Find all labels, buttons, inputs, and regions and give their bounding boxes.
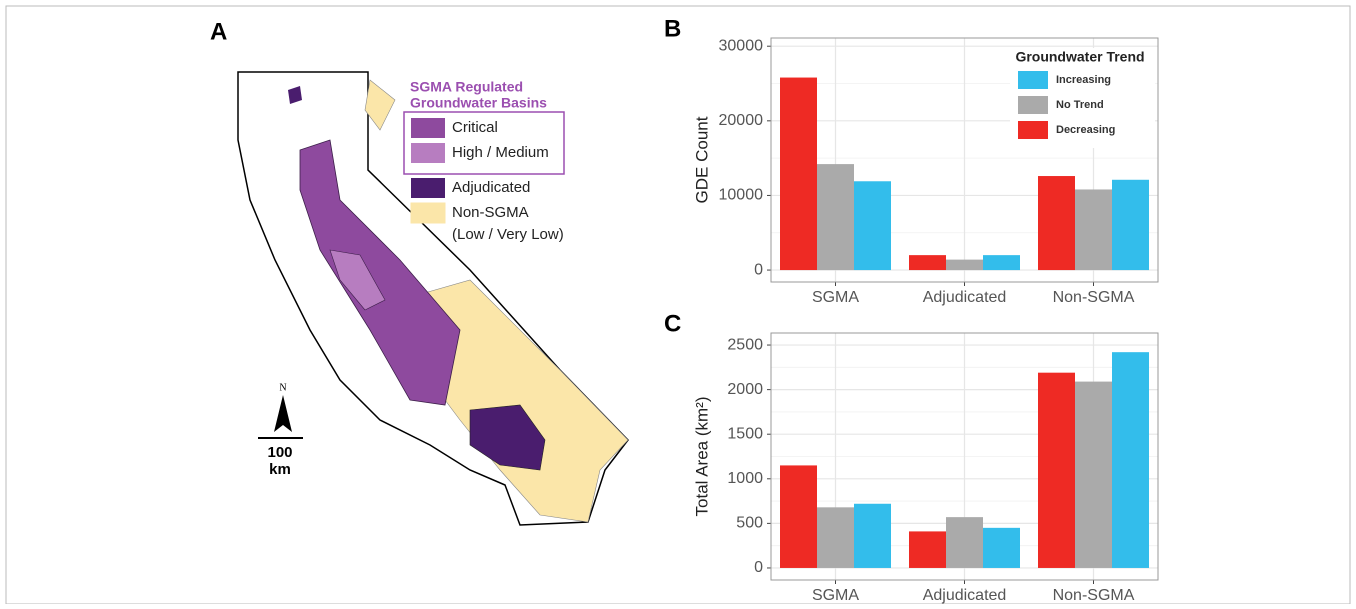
y-tick-label: 1500 xyxy=(727,425,763,442)
critical-area xyxy=(299,139,461,406)
bar xyxy=(817,164,854,271)
y-tick-label: 0 xyxy=(754,261,763,278)
panel-label: A xyxy=(210,18,227,45)
bar xyxy=(780,77,817,271)
legend-swatch xyxy=(1018,121,1048,139)
x-tick-label: Adjudicated xyxy=(923,289,1007,306)
bar xyxy=(854,181,891,271)
legend-swatch xyxy=(411,118,445,138)
legend-label: (Low / Very Low) xyxy=(452,226,564,243)
bar xyxy=(946,517,983,568)
bar xyxy=(1112,352,1149,568)
legend-swatch xyxy=(411,178,445,198)
scale-label: km xyxy=(269,461,291,478)
north-label: N xyxy=(279,382,286,393)
bar xyxy=(909,255,946,271)
legend-label: Non-SGMA xyxy=(452,204,529,221)
legend-label: Adjudicated xyxy=(452,179,530,196)
y-tick-label: 500 xyxy=(736,515,763,532)
x-tick-label: Non-SGMA xyxy=(1053,289,1135,306)
map-legend-box xyxy=(403,111,565,175)
y-tick-label: 30000 xyxy=(719,37,764,54)
legend-swatch xyxy=(410,202,446,224)
legend-label: No Trend xyxy=(1056,99,1104,111)
bar xyxy=(1075,189,1112,271)
bar xyxy=(817,507,854,568)
legend-title: Groundwater Trend xyxy=(1015,49,1144,65)
plot-border xyxy=(770,37,1159,283)
high-medium-area xyxy=(329,249,386,311)
adjudicated-area xyxy=(288,86,302,104)
legend-swatch xyxy=(1018,71,1048,89)
y-axis-label: Total Area (km²) xyxy=(692,397,711,517)
y-tick-label: 20000 xyxy=(719,112,764,129)
y-axis-label: GDE Count xyxy=(692,116,711,203)
x-tick-label: SGMA xyxy=(812,289,859,306)
bar xyxy=(946,259,983,271)
scale-label: 100 xyxy=(267,444,292,461)
map-legend: Critical High / Medium Adjudicated Non-SGMA… xyxy=(410,118,564,243)
y-tick-label: 2000 xyxy=(727,381,763,398)
map-legend-title: Groundwater Basins xyxy=(410,95,547,111)
panel-label: C xyxy=(664,310,681,337)
bar xyxy=(1075,381,1112,568)
bar xyxy=(983,255,1020,271)
adjudicated-area xyxy=(469,404,546,471)
map-panel: A SGMA Regulated Groundwater Basins Crit… xyxy=(210,18,629,526)
bar xyxy=(1112,179,1149,271)
x-tick-label: Adjudicated xyxy=(923,587,1007,604)
plot-border xyxy=(770,332,1159,581)
legend-label: Critical xyxy=(452,119,498,136)
y-tick-label: 10000 xyxy=(719,187,764,204)
map-legend-title: SGMA Regulated xyxy=(410,79,523,95)
bar xyxy=(983,527,1020,568)
bar xyxy=(854,503,891,568)
north-arrow xyxy=(274,395,292,432)
bar xyxy=(1038,372,1075,568)
legend-swatch xyxy=(411,143,445,163)
x-tick-label: Non-SGMA xyxy=(1053,587,1135,604)
panel-label: B xyxy=(664,15,681,42)
legend-swatch xyxy=(1018,96,1048,114)
non-sgma-area xyxy=(364,79,396,131)
bar xyxy=(780,465,817,568)
y-tick-label: 2500 xyxy=(727,336,763,353)
legend-label: Decreasing xyxy=(1056,124,1115,136)
bar xyxy=(909,531,946,568)
x-tick-label: SGMA xyxy=(812,587,859,604)
legend-label: Increasing xyxy=(1056,74,1111,86)
y-tick-label: 0 xyxy=(754,559,763,576)
y-tick-label: 1000 xyxy=(727,470,763,487)
legend-label: High / Medium xyxy=(452,144,549,161)
bar xyxy=(1038,176,1075,271)
